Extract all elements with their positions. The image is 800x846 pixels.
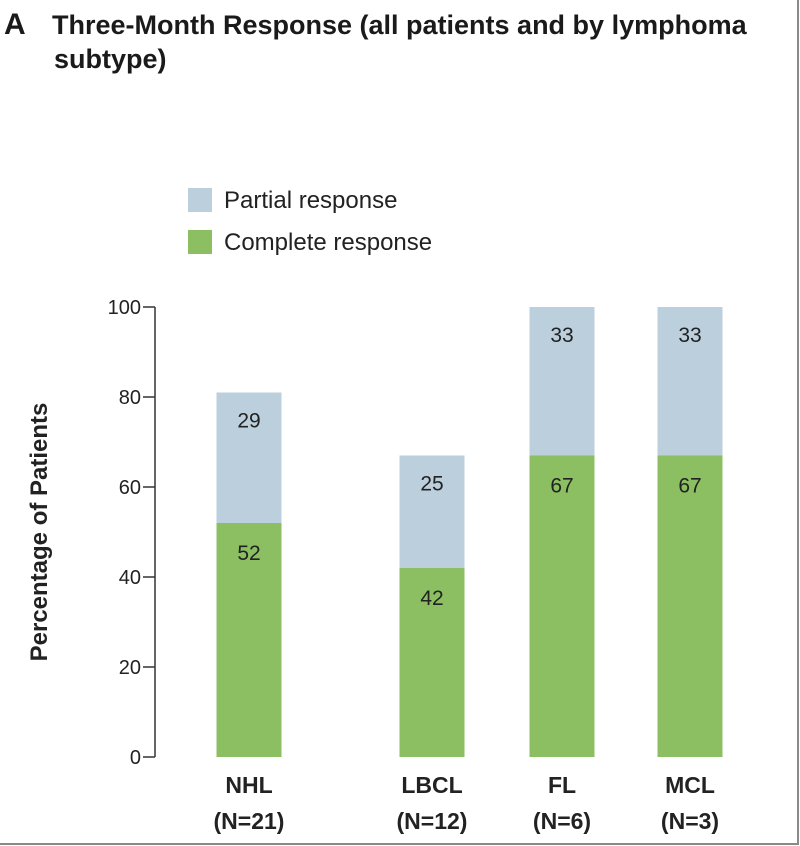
legend-label-partial: Partial response xyxy=(224,187,397,214)
x-label-mcl: MCL xyxy=(665,772,715,798)
y-tick-label-100: 100 xyxy=(108,297,141,319)
bar-label-partial-mcl: 33 xyxy=(678,324,701,347)
y-tick-label-80: 80 xyxy=(119,387,141,409)
bar-complete-mcl xyxy=(657,455,723,757)
panel-letter: A xyxy=(4,8,26,41)
bar-label-partial-fl: 33 xyxy=(550,324,573,347)
chart-title-line-1: Three-Month Response (all patients and b… xyxy=(52,10,747,40)
legend-swatch-complete xyxy=(188,230,212,254)
x-axis-labels: NHL (N=21) LBCL (N=12) FL (N=6) MCL (N=3) xyxy=(214,772,720,834)
legend-label-complete: Complete response xyxy=(224,229,432,256)
bar-label-complete-nhl: 52 xyxy=(237,542,260,565)
y-tick-label-0: 0 xyxy=(130,747,141,769)
y-tick-label-20: 20 xyxy=(119,657,141,679)
bar-complete-nhl xyxy=(216,523,282,757)
bar-label-complete-mcl: 67 xyxy=(678,475,701,498)
bar-label-complete-lbcl: 42 xyxy=(420,587,443,610)
chart-title-line-2: subtype) xyxy=(54,44,167,74)
y-tick-label-60: 60 xyxy=(119,477,141,499)
x-label-n-fl: (N=6) xyxy=(533,808,591,834)
bar-label-complete-fl: 67 xyxy=(550,475,573,498)
chart-title: Three-Month Response (all patients and b… xyxy=(52,8,772,76)
bar-partial-nhl xyxy=(216,392,282,523)
y-axis-title: Percentage of Patients xyxy=(26,403,53,662)
bar-complete-fl xyxy=(529,455,595,757)
bar-partial-lbcl xyxy=(399,455,465,568)
bar-complete-lbcl xyxy=(399,568,465,757)
bar-label-partial-nhl: 29 xyxy=(237,410,260,433)
bar-label-partial-lbcl: 25 xyxy=(420,473,443,496)
bar-partial-fl xyxy=(529,307,595,456)
bars: 52 29 42 25 67 33 67 33 xyxy=(216,307,723,757)
x-label-n-lbcl: (N=12) xyxy=(397,808,468,834)
legend: Partial response Complete response xyxy=(188,187,432,256)
y-tick-label-40: 40 xyxy=(119,567,141,589)
x-label-n-nhl: (N=21) xyxy=(214,808,285,834)
x-label-n-mcl: (N=3) xyxy=(661,808,719,834)
bar-partial-mcl xyxy=(657,307,723,456)
x-label-nhl: NHL xyxy=(225,772,272,798)
x-label-lbcl: LBCL xyxy=(401,772,462,798)
x-label-fl: FL xyxy=(548,772,576,798)
y-axis: 0 20 40 60 80 100 Percentage of Patients xyxy=(26,297,156,769)
legend-swatch-partial xyxy=(188,188,212,212)
